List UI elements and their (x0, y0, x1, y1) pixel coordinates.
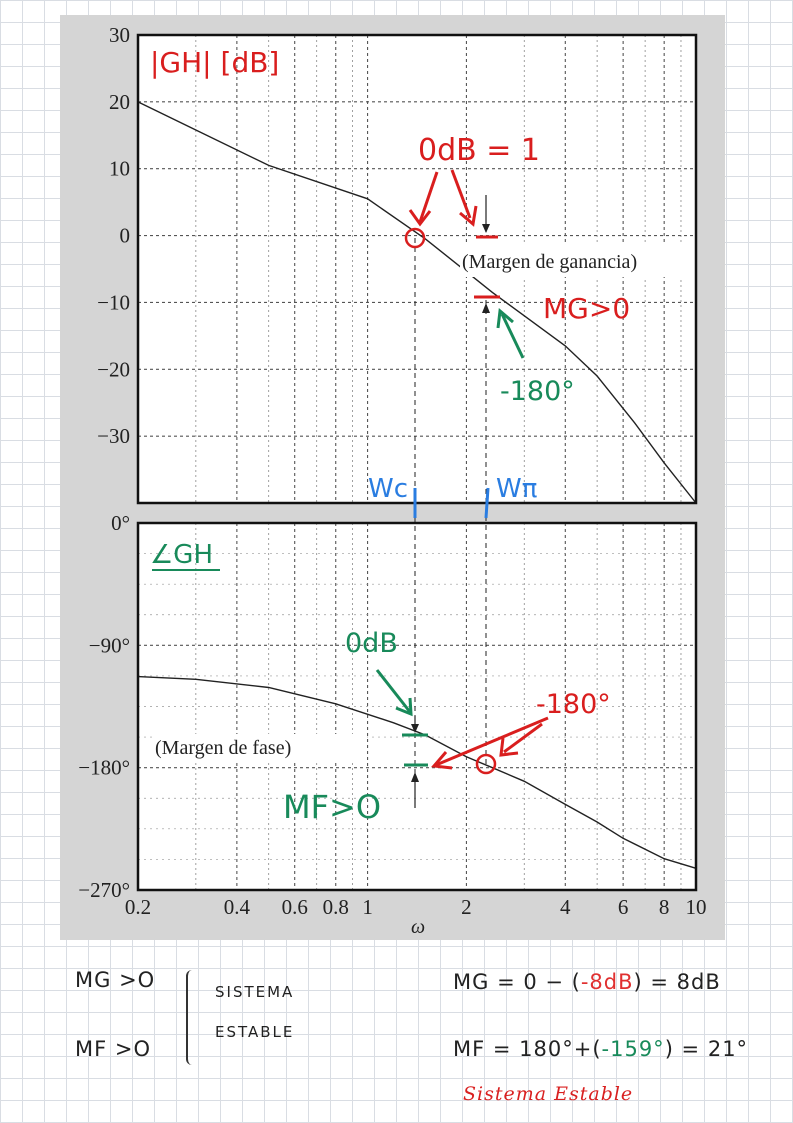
minus180-arrowhead-2 (499, 737, 519, 757)
phase-margin-label-bg (152, 734, 367, 761)
minus180-mag-arrow (500, 313, 525, 359)
x-tick-label: 0.8 (323, 895, 349, 919)
phase-curve (137, 675, 697, 869)
x-tick-label: 6 (618, 895, 629, 919)
phase-frame (136, 521, 698, 892)
mf-positive-note: MF>O (283, 788, 381, 826)
magnitude-y-tick-label: −20 (97, 357, 130, 381)
magnitude-y-tick-label: 10 (109, 157, 130, 181)
wpi-tick (484, 487, 490, 519)
magnitude-y-ticks: 30 20 10 0 −10 −20 −30 (97, 23, 130, 448)
gain-margin-arrowhead-top (482, 224, 490, 233)
phase-margin-arrowhead-top (411, 724, 419, 733)
x-tick-label: 1 (362, 895, 373, 919)
odb-arrowhead-2 (459, 205, 478, 227)
phase-y-tick-label: 0° (111, 511, 130, 535)
odb-equals-one-note: 0dB = 1 (418, 133, 540, 168)
phase-crossover-circle (475, 753, 497, 775)
mg-positive-note: MG>0 (543, 292, 630, 325)
magnitude-y-tick-label: −30 (97, 424, 130, 448)
frequency-x-ticks: 0.2 0.4 0.6 0.8 1 2 4 6 8 10 (125, 895, 707, 919)
odb-phase-arrow (375, 669, 412, 713)
x-tick-label: 4 (560, 895, 571, 919)
minus180-phase-note: -180° (536, 689, 611, 720)
magnitude-y-tick-label: −10 (97, 290, 130, 314)
x-tick-label: 0.4 (224, 895, 251, 919)
magnitude-frame (136, 33, 698, 505)
frequency-markers: Wc Wπ (368, 474, 537, 519)
minus180-arrowhead-1 (431, 751, 453, 770)
gain-margin-label-bg (460, 245, 693, 277)
odb-arrowhead-1 (408, 209, 432, 227)
crossover-circle (404, 227, 426, 249)
magnitude-curve (137, 101, 697, 504)
magnitude-y-tick-label: 20 (109, 90, 130, 114)
wc-label: Wc (368, 474, 408, 504)
phase-margin-label: (Margen de fase) (155, 737, 291, 759)
magnitude-y-tick-label: 30 (109, 23, 130, 47)
gain-margin-arrowhead-bottom (482, 303, 490, 313)
magnitude-annotations: |GH| [dB] 0dB = 1 (Margen de ganancia) M… (150, 46, 693, 407)
phase-plot: 0° −90° −180° −270° 0.2 0.4 0.6 0.8 1 2 4 6 8 10 (78, 511, 706, 919)
magnitude-y-tick-label: 0 (120, 224, 131, 248)
phase-y-tick-label: −90° (89, 633, 130, 657)
x-tick-label: 0.2 (125, 895, 151, 919)
minus180-arrow-1 (435, 716, 549, 767)
wpi-label: Wπ (496, 474, 537, 504)
magnitude-grid (138, 35, 696, 503)
gain-margin-label: (Margen de ganancia) (462, 251, 637, 273)
odb-phase-arrowhead (395, 697, 413, 717)
x-axis-label: ω (411, 916, 425, 938)
x-tick-label: 2 (461, 895, 472, 919)
odb-arrow-1 (418, 171, 439, 223)
phase-y-ticks: 0° −90° −180° −270° (78, 511, 130, 902)
phase-y-tick-label: −180° (78, 756, 130, 780)
phase-annotations: ∠GH 0dB (Margen de fase) MF>O -180° (150, 540, 611, 826)
odb-arrow-2 (450, 169, 472, 219)
x-tick-label: 8 (659, 895, 670, 919)
odb-phase-note: 0dB (345, 628, 398, 659)
minus180-mag-note: -180° (500, 376, 575, 407)
magnitude-title: |GH| [dB] (150, 46, 279, 79)
x-tick-label: 10 (686, 895, 707, 919)
minus180-mag-arrowhead (496, 308, 514, 329)
phase-grid (138, 523, 696, 890)
phase-y-tick-label: −270° (78, 878, 130, 902)
phase-title: ∠GH (150, 540, 213, 570)
x-tick-label: 0.6 (282, 895, 308, 919)
phase-plot-area (138, 523, 696, 890)
minus180-arrow-2 (503, 722, 543, 754)
